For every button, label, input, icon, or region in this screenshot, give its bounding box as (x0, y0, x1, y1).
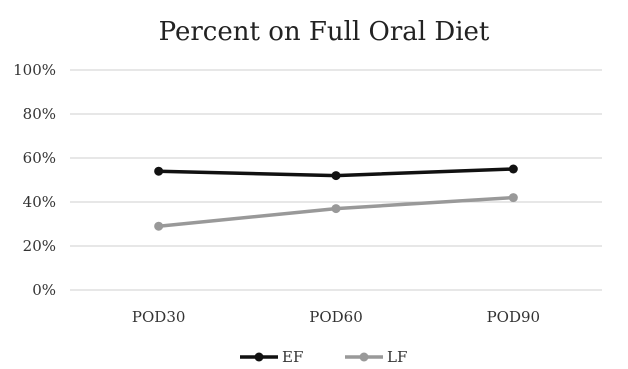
y-tick-label: 40% (23, 193, 56, 211)
legend-label: EF (282, 348, 303, 366)
x-tick-label: POD30 (132, 308, 186, 326)
legend-label: LF (387, 348, 407, 366)
data-point (331, 171, 341, 181)
series (154, 164, 518, 231)
grid (70, 69, 602, 291)
y-tick-label: 60% (23, 149, 56, 167)
y-tick-label: 80% (23, 105, 56, 123)
data-point (154, 221, 164, 231)
x-axis: POD30 POD60 POD90 (132, 308, 540, 326)
legend-marker (254, 352, 264, 362)
legend: EF LF (240, 348, 407, 366)
y-axis: 0% 20% 40% 60% 80% 100% (13, 61, 56, 299)
chart-title: Percent on Full Oral Diet (159, 17, 490, 47)
legend-marker (359, 352, 369, 362)
y-tick-label: 20% (23, 237, 56, 255)
data-point (508, 193, 518, 203)
data-point (508, 164, 518, 174)
data-point (154, 166, 164, 176)
data-point (331, 204, 341, 214)
y-tick-label: 100% (13, 61, 56, 79)
x-tick-label: POD90 (487, 308, 541, 326)
x-tick-label: POD60 (309, 308, 363, 326)
y-tick-label: 0% (32, 281, 56, 299)
